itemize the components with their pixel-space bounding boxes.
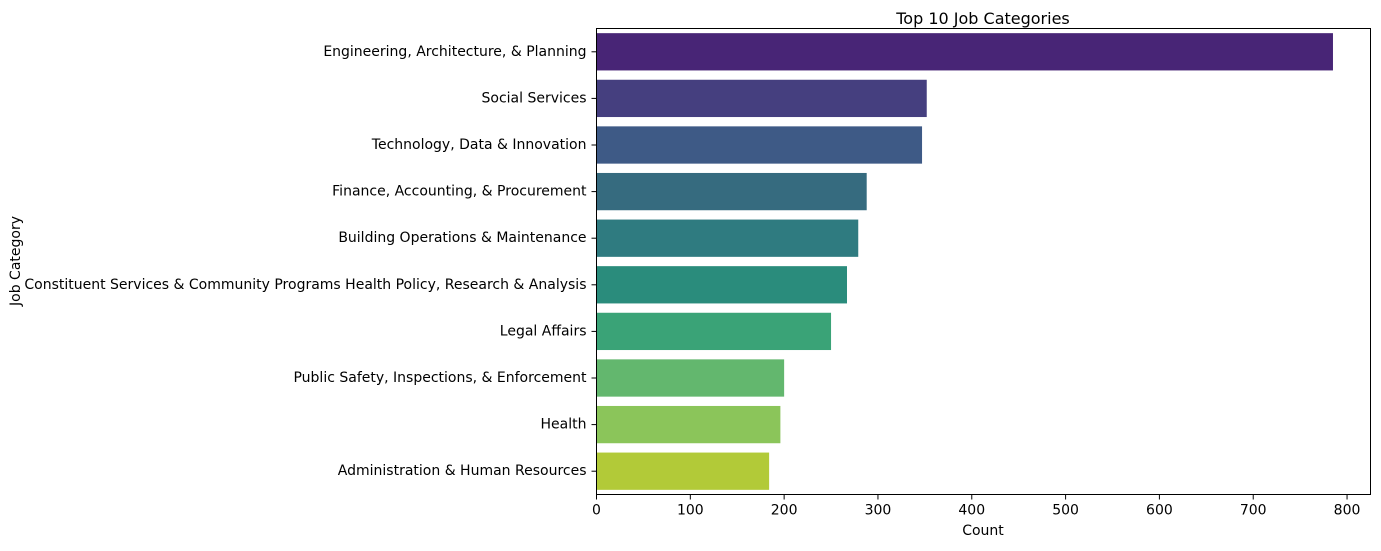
category-label: Social Services <box>482 90 587 106</box>
x-ticks-group: 0 100 200 300 400 500 600 700 800 <box>592 494 1361 519</box>
x-axis-title: Count <box>962 523 1004 539</box>
category-labels-group: Engineering, Architecture, & Planning Soc… <box>24 44 597 479</box>
category-label: Building Operations & Maintenance <box>338 230 586 246</box>
x-tick-label: 600 <box>1146 503 1173 519</box>
bar <box>596 452 770 490</box>
category-label: Public Safety, Inspections, & Enforcemen… <box>293 370 587 386</box>
x-tick-label: 400 <box>958 503 985 519</box>
bar <box>596 172 867 211</box>
category-label: Engineering, Architecture, & Planning <box>323 44 586 60</box>
x-tick-label: 700 <box>1240 503 1267 519</box>
x-tick-label: 200 <box>771 503 798 519</box>
category-label: Administration & Human Resources <box>338 463 587 479</box>
bar <box>596 79 927 118</box>
bar <box>596 359 785 397</box>
bar <box>596 405 781 444</box>
category-label: Legal Affairs <box>500 323 587 339</box>
category-label: Constituent Services & Community Program… <box>24 277 586 293</box>
x-tick-label: 100 <box>677 503 704 519</box>
bar <box>596 219 859 257</box>
bars-group <box>596 33 1333 490</box>
y-axis-title: Job Category <box>8 216 24 307</box>
bar <box>596 266 847 304</box>
category-label: Health <box>541 417 587 433</box>
plot-frame <box>596 28 1371 495</box>
x-tick-label: 500 <box>1052 503 1079 519</box>
category-label: Finance, Accounting, & Procurement <box>332 184 587 200</box>
x-tick-label: 800 <box>1334 503 1361 519</box>
bar <box>596 126 923 164</box>
chart-title: Top 10 Job Categories <box>895 9 1070 28</box>
bar <box>596 312 832 351</box>
category-label: Technology, Data & Innovation <box>371 137 587 153</box>
x-tick-label: 300 <box>865 503 892 519</box>
x-tick-label: 0 <box>592 503 601 519</box>
bar <box>596 33 1333 71</box>
